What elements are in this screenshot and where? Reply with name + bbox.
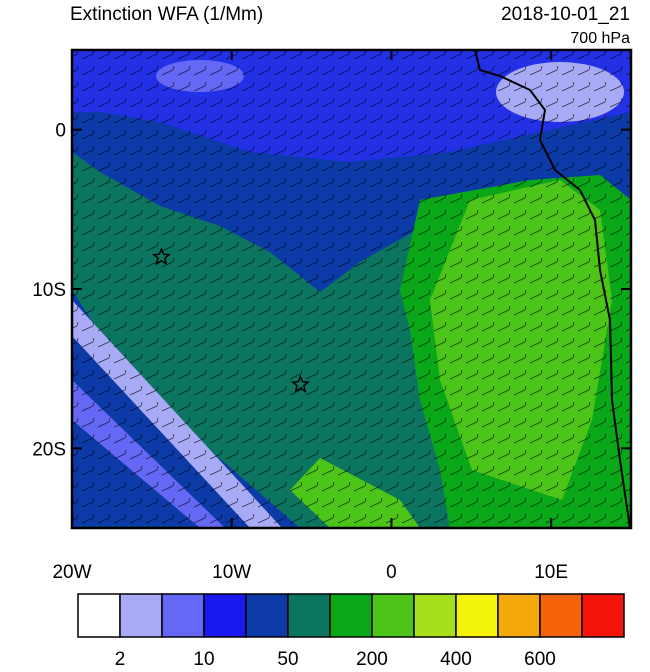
x-tick-label: 10E — [534, 562, 568, 583]
y-tick-label: 10S — [32, 280, 66, 301]
x-tick-label: 10W — [212, 562, 251, 583]
y-tick-label: 0 — [55, 121, 66, 142]
timestamp: 2018-10-01_21 — [501, 4, 630, 25]
colorbar-box — [413, 593, 457, 638]
x-tick-label: 0 — [386, 562, 397, 583]
colorbar-box — [287, 593, 331, 638]
colorbar-box — [161, 593, 205, 638]
colorbar-box — [539, 593, 583, 638]
colorbar-label: 10 — [193, 649, 214, 667]
y-tick-label: 20S — [32, 439, 66, 460]
site-marker — [151, 247, 171, 266]
colorbar-label: 2 — [115, 649, 126, 667]
colorbar-label: 200 — [356, 649, 388, 667]
site-marker — [290, 374, 310, 393]
colorbar-box — [77, 593, 121, 638]
colorbar-label: 400 — [440, 649, 472, 667]
colorbar-box — [245, 593, 289, 638]
colorbar-box — [581, 593, 625, 638]
colorbar-box — [455, 593, 499, 638]
colorbar-box — [119, 593, 163, 638]
x-tick-label: 20W — [52, 562, 91, 583]
colorbar-box — [371, 593, 415, 638]
title: Extinction WFA (1/Mm) — [70, 4, 263, 25]
level: 700 hPa — [570, 30, 630, 47]
colorbar-box — [329, 593, 373, 638]
coastline — [474, 50, 631, 528]
wind-barbs — [72, 50, 631, 528]
colorbar-box — [203, 593, 247, 638]
field — [72, 50, 631, 528]
colorbar-box — [497, 593, 541, 638]
colorbar-label: 600 — [524, 649, 556, 667]
colorbar-label: 50 — [277, 649, 298, 667]
